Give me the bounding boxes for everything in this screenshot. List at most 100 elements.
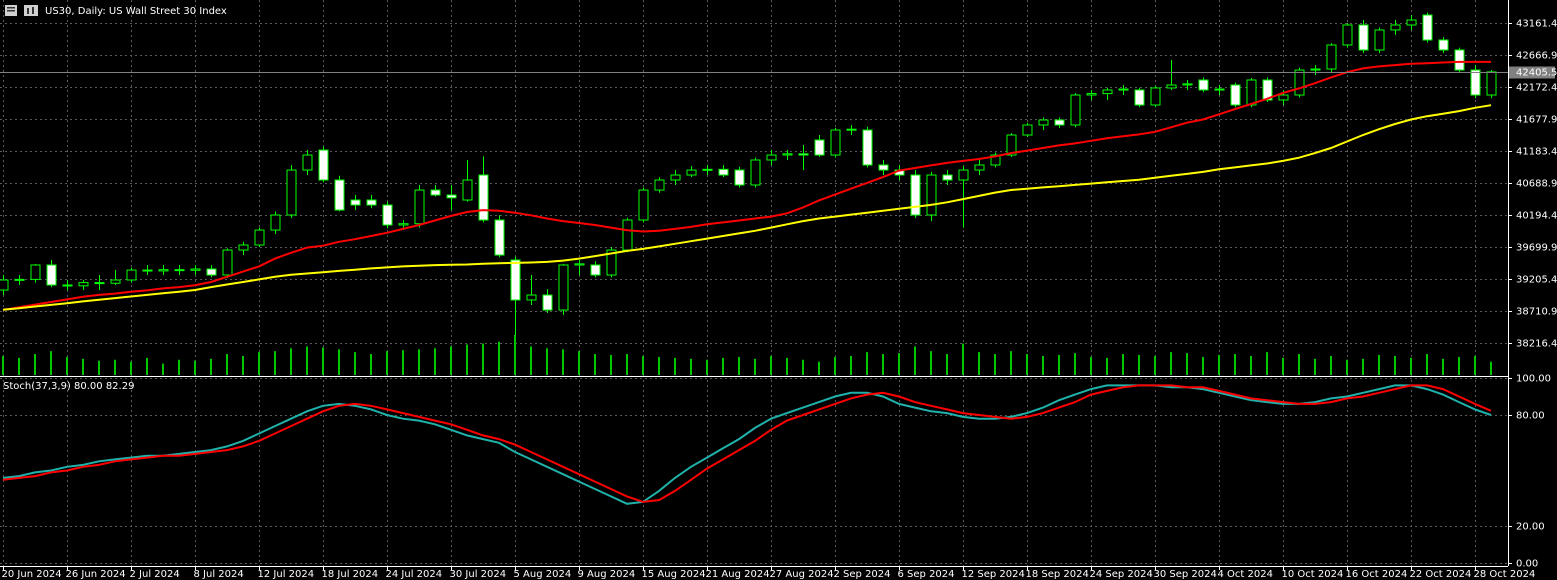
moving-average-line — [2, 60, 1491, 311]
volume-bar — [34, 354, 36, 375]
x-tick-label: 18 Sep 2024 — [1026, 569, 1089, 580]
volume-bar — [674, 357, 676, 375]
candle-body — [590, 264, 601, 276]
y-tick-label: 100.00 — [1516, 374, 1551, 385]
x-tick-label: 12 Sep 2024 — [962, 569, 1025, 580]
volume-bar — [514, 335, 516, 375]
candle-body — [942, 174, 953, 181]
last-price-box — [1509, 66, 1555, 79]
volume-bar — [258, 352, 260, 375]
candle-body — [718, 168, 729, 176]
volume-bar — [1410, 357, 1412, 375]
volume-bar — [562, 349, 564, 375]
volume-bar — [210, 358, 212, 375]
candle-body — [670, 174, 681, 181]
x-tick-label: 16 Oct 2024 — [1346, 569, 1408, 580]
volume-bar — [1330, 355, 1332, 375]
chart-title: US30, Daily: US Wall Street 30 Index — [45, 6, 227, 17]
y-tick-label: 40194.4 — [1516, 211, 1557, 222]
volume-bar — [1042, 355, 1044, 375]
candle-body — [622, 219, 633, 251]
volume-bar — [114, 359, 116, 375]
volume-bar — [594, 354, 596, 375]
x-tick-label: 26 Jun 2024 — [66, 569, 126, 580]
volume-bar — [914, 346, 916, 375]
candle-body — [1470, 69, 1481, 96]
candle-body — [686, 169, 697, 176]
volume-bar — [1474, 355, 1476, 375]
candle-body — [398, 223, 409, 226]
volume-bar — [770, 355, 772, 375]
y-tick-label: 42172.4 — [1516, 83, 1557, 94]
candle-body — [1230, 84, 1241, 106]
chart-type-icon[interactable] — [24, 5, 38, 16]
candle-body — [46, 264, 57, 286]
candle-body — [1358, 24, 1369, 51]
x-tick-label: 4 Oct 2024 — [1218, 569, 1273, 580]
volume-bar — [578, 351, 580, 375]
volume-bar — [850, 355, 852, 375]
x-tick-label: 6 Sep 2024 — [898, 569, 955, 580]
candle-body — [1310, 68, 1321, 71]
candle-body — [1134, 89, 1145, 106]
volume-bar — [466, 344, 468, 375]
candle-body — [462, 179, 473, 201]
x-tick-label: 21 Aug 2024 — [706, 569, 770, 580]
candle-body — [1246, 79, 1257, 106]
volume-bar — [2, 355, 4, 375]
volume-bar — [18, 357, 20, 375]
volume-bar — [994, 354, 996, 375]
candle-body — [62, 284, 73, 287]
volume-bar — [66, 356, 68, 375]
y-tick-label: 20.00 — [1516, 522, 1545, 533]
candle-body — [814, 139, 825, 156]
candle-body — [30, 264, 41, 280]
volume-bar — [738, 356, 740, 375]
volume-bar — [1154, 355, 1156, 375]
chart-type-icon-bar — [27, 8, 29, 14]
candle-body — [1038, 119, 1049, 126]
candle-body — [1374, 29, 1385, 51]
candle-body — [110, 279, 121, 284]
volume-bar — [418, 349, 420, 375]
candle-body — [494, 219, 505, 256]
y-tick-label: 38216.4 — [1516, 339, 1557, 350]
candle-body — [478, 174, 489, 221]
y-tick-label: 40688.9 — [1516, 179, 1557, 190]
candle-body — [846, 128, 857, 131]
candle-body — [766, 154, 777, 161]
volume-bar — [946, 354, 948, 375]
last-price-label: 42405.5 — [1516, 68, 1557, 79]
moving-average-line — [2, 104, 1492, 311]
volume-bar — [1202, 356, 1204, 375]
candle-body — [750, 159, 761, 186]
candle-body — [14, 278, 25, 281]
volume-bar — [1218, 355, 1220, 375]
volume-bar — [1074, 353, 1076, 375]
candle-body — [638, 189, 649, 221]
volume-bar — [1058, 355, 1060, 375]
volume-bar — [50, 351, 52, 375]
grid-layer — [0, 0, 1512, 570]
y-tick-label: 39699.9 — [1516, 243, 1557, 254]
candle-body — [1294, 69, 1305, 96]
candle-body — [238, 244, 249, 251]
y-tick-label: 41183.4 — [1516, 147, 1557, 158]
candle-body — [1198, 79, 1209, 91]
volume-bar — [786, 357, 788, 375]
candle-body — [510, 259, 521, 301]
x-tick-label: 5 Aug 2024 — [514, 569, 572, 580]
volume-bar — [306, 346, 308, 375]
volume-bar — [1266, 352, 1268, 375]
volume-bar — [658, 356, 660, 375]
volume-bar — [1458, 356, 1460, 375]
candle-body — [654, 179, 665, 191]
volume-bar — [1314, 358, 1316, 375]
volume-bar — [498, 341, 500, 375]
volume-bar — [242, 355, 244, 375]
candle-body — [606, 249, 617, 276]
volume-bar — [1170, 352, 1172, 375]
chart-type-icon-bar — [32, 7, 34, 14]
